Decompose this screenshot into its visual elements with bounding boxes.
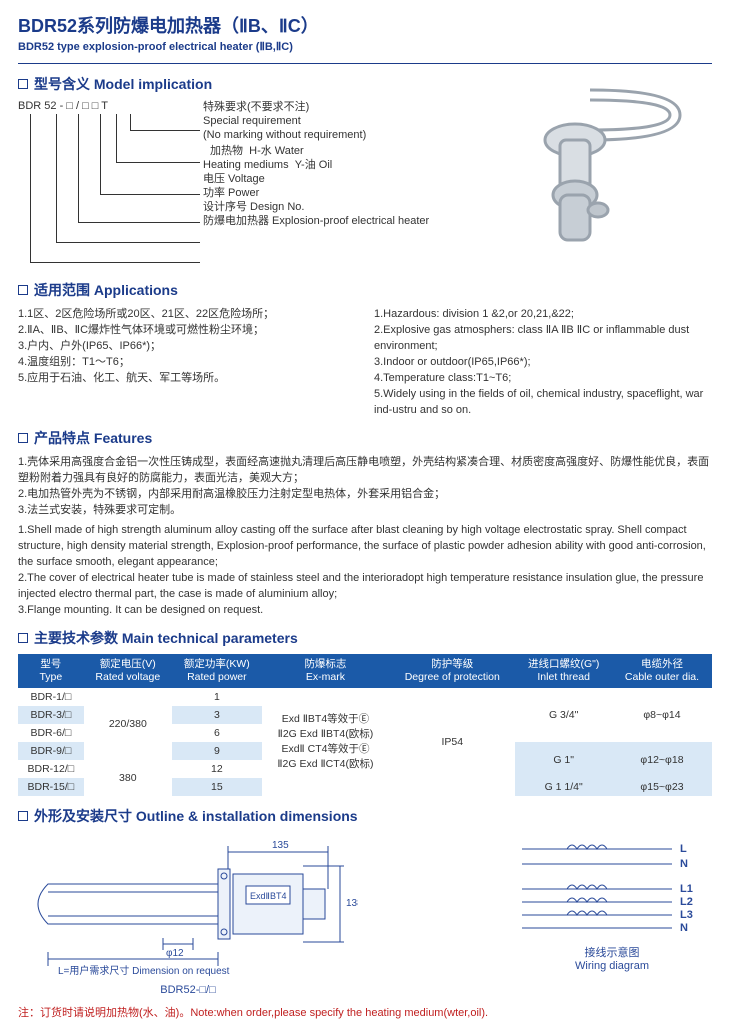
applications-en: 1.Hazardous: division 1 &2,or 20,21,&22;… <box>374 306 712 418</box>
svg-text:L: L <box>680 843 687 855</box>
cell-cable-b: φ12~φ18 <box>612 742 712 778</box>
svg-text:N: N <box>680 858 688 870</box>
wiring-diagram: L N L1 L2 L3 N 接线示意图Wiring diagram <box>512 834 712 996</box>
app-item: 4.Temperature class:T1~T6; <box>374 370 712 386</box>
th-cable: 电缆外径Cable outer dia. <box>612 654 712 688</box>
divider <box>18 63 712 64</box>
applications-cn: 1.1区、2区危险场所或20区、21区、22区危险场所； 2.ⅡA、ⅡB、ⅡC爆… <box>18 306 356 418</box>
section-applications: 适用范围 Applications <box>18 280 712 300</box>
app-item: 5.Widely using in the fields of oil, che… <box>374 386 712 418</box>
outline-dimensions: 135 138 φ12 ExdⅡBT4 L=用户需求尺寸 Dimension o… <box>18 834 712 996</box>
applications: 1.1区、2区危险场所或20区、21区、22区危险场所； 2.ⅡA、ⅡB、ⅡC爆… <box>18 306 712 418</box>
svg-text:L1: L1 <box>680 883 693 895</box>
feature-item: 2.电加热管外壳为不锈钢，内部采用耐高温橡胶压力注射定型电热体，外套采用铝合金； <box>18 486 712 502</box>
th-exmark: 防爆标志Ex-mark <box>262 654 389 688</box>
dim-135: 135 <box>272 840 289 851</box>
feature-item: 3.Flange mounting. It can be designed on… <box>18 602 712 618</box>
cell-inlet-c: G 1 1/4" <box>515 778 612 796</box>
th-protection: 防护等级Degree of protection <box>389 654 515 688</box>
app-item: 2.ⅡA、ⅡB、ⅡC爆炸性气体环境或可燃性粉尘环境； <box>18 322 356 338</box>
cell-cable-a: φ8~φ14 <box>612 688 712 742</box>
table-row: BDR-1/□ 220/380 1 Exd ⅡBT4等效于Ⓔ Ⅱ2G Exd Ⅱ… <box>18 688 712 706</box>
cell-voltage-b: 380 <box>84 760 172 796</box>
th-voltage: 额定电压(V)Rated voltage <box>84 654 172 688</box>
cell-inlet-a: G 3/4" <box>515 688 612 742</box>
app-item: 5.应用于石油、化工、航天、军工等场所。 <box>18 370 356 386</box>
svg-text:N: N <box>680 922 688 934</box>
svg-text:L2: L2 <box>680 896 693 908</box>
th-power: 额定功率(KW)Rated power <box>172 654 262 688</box>
page-subtitle: BDR52 type explosion-proof electrical he… <box>18 40 712 53</box>
cell-voltage-a: 220/380 <box>84 688 172 760</box>
th-type: 型号Type <box>18 654 84 688</box>
app-item: 1.Hazardous: division 1 &2,or 20,21,&22; <box>374 306 712 322</box>
l-note: L=用户需求尺寸 Dimension on request <box>58 964 230 977</box>
svg-text:L3: L3 <box>680 909 693 921</box>
section-tech-params: 主要技术参数 Main technical parameters <box>18 628 712 648</box>
cell-exmark: Exd ⅡBT4等效于Ⓔ Ⅱ2G Exd ⅡBT4(欧标) ExdⅡ CT4等效… <box>262 688 389 796</box>
section-outline: 外形及安装尺寸 Outline & installation dimension… <box>18 806 712 826</box>
wiring-caption: 接线示意图Wiring diagram <box>512 944 712 972</box>
app-item: 2.Explosive gas atmosphers: class ⅡA ⅡB … <box>374 322 712 354</box>
app-item: 3.户内、户外(IP65、IP66*)； <box>18 338 356 354</box>
app-item: 3.Indoor or outdoor(IP65,IP66*); <box>374 354 712 370</box>
ex-label: ExdⅡBT4 <box>250 891 286 901</box>
outline-drawing: 135 138 φ12 ExdⅡBT4 L=用户需求尺寸 Dimension o… <box>18 834 358 996</box>
dim-phi12: φ12 <box>166 948 184 959</box>
feature-item: 2.The cover of electrical heater tube is… <box>18 570 712 602</box>
page-title: BDR52系列防爆电加热器（ⅡB、ⅡC） <box>18 12 712 38</box>
order-note: 注：订货时请说明加热物(水、油)。Note:when order,please … <box>18 1004 712 1020</box>
dim-138: 138 <box>346 898 358 909</box>
feature-item: 1.壳体采用高强度合金铝一次性压铸成型，表面经高速抛丸清理后高压静电喷塑，外壳结… <box>18 454 712 486</box>
outline-model: BDR52-□/□ <box>18 984 358 996</box>
section-features: 产品特点 Features <box>18 428 712 448</box>
feature-item: 1.Shell made of high strength aluminum a… <box>18 522 712 570</box>
features: 1.壳体采用高强度合金铝一次性压铸成型，表面经高速抛丸清理后高压静电喷塑，外壳结… <box>18 454 712 618</box>
th-inlet: 进线口螺纹(G")Inlet thread <box>515 654 612 688</box>
cell-inlet-b: G 1" <box>515 742 612 778</box>
tech-params-table: 型号Type 额定电压(V)Rated voltage 额定功率(KW)Rate… <box>18 654 712 796</box>
cell-cable-c: φ15~φ23 <box>612 778 712 796</box>
model-code: BDR 52 - □ / □ □ T <box>18 100 108 112</box>
product-illustration <box>520 80 700 283</box>
feature-item: 3.法兰式安装，特殊要求可定制。 <box>18 502 712 518</box>
app-item: 4.温度组别：T1～T6； <box>18 354 356 370</box>
app-item: 1.1区、2区危险场所或20区、21区、22区危险场所； <box>18 306 356 322</box>
cell-protection: IP54 <box>389 688 515 796</box>
